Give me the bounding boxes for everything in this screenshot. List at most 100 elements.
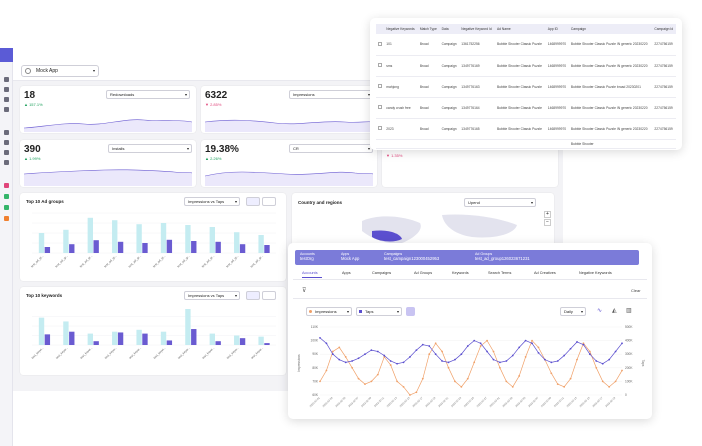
rules-icon[interactable] <box>4 130 9 135</box>
data-point <box>588 350 591 353</box>
metric-dropdown[interactable]: Installs <box>108 144 192 153</box>
table-row[interactable]: 101 Broad Campaign 1361752256 Bubble Shooter… <box>376 34 676 56</box>
alert-icon[interactable] <box>4 183 9 188</box>
list-icon[interactable] <box>4 97 9 102</box>
document-icon[interactable] <box>4 107 9 112</box>
zoom-in-icon[interactable]: + <box>544 211 551 218</box>
table-row[interactable]: candy crush free Broad Campaign 1349776164 B… <box>376 97 676 119</box>
table-toggle-icon[interactable] <box>262 197 276 206</box>
column-header[interactable]: Negative Keywords <box>384 24 418 34</box>
area-chart-icon[interactable]: ◭ <box>612 308 617 314</box>
column-header[interactable]: Campaign <box>568 24 653 34</box>
breadcrumb-ad-groups[interactable]: Ad Groups test_ad_group126023671231 <box>475 252 530 261</box>
column-header[interactable]: Negative Keyword Id <box>459 24 495 34</box>
table-toggle-icon[interactable] <box>262 291 276 300</box>
tab-negative-keywords[interactable]: Negative Keywords <box>579 271 612 275</box>
select-all-checkbox[interactable] <box>376 24 385 34</box>
data-point <box>396 362 399 365</box>
settings-icon[interactable] <box>4 150 9 155</box>
data-point <box>383 356 386 358</box>
table-cell <box>439 139 460 149</box>
column-header[interactable]: Data <box>439 24 460 34</box>
help-icon[interactable] <box>4 216 9 221</box>
tab-ad-groups[interactable]: Ad Groups <box>414 271 433 275</box>
table-row[interactable]: mahjong Broad Campaign 1349776163 Bubble Sho… <box>376 76 676 98</box>
data-point <box>396 380 399 383</box>
tab-campaigns[interactable]: Campaigns <box>372 271 392 275</box>
checkbox-icon[interactable] <box>378 84 382 88</box>
table-cell <box>417 139 440 149</box>
metric-dropdown[interactable]: Redownloads <box>106 90 190 99</box>
metric-dropdown[interactable]: CR <box>289 144 373 153</box>
data-point <box>550 361 553 364</box>
checkbox-icon[interactable] <box>378 41 382 46</box>
breadcrumb-apps[interactable]: Apps Mock App <box>341 252 360 261</box>
metric-card-impressions: 6322 ▼ 2.85% Impressions <box>201 86 377 133</box>
granularity-select[interactable]: Daily <box>560 307 586 316</box>
data-point <box>518 375 521 377</box>
logo-icon[interactable] <box>0 48 13 62</box>
bar-chart-icon[interactable]: ▥ <box>626 308 632 314</box>
app-selector[interactable]: Mock App ▾ <box>21 65 99 77</box>
metric2-select[interactable]: Taps <box>356 307 402 316</box>
breadcrumb-campaigns[interactable]: Campaigns test_campaign123000452953 <box>384 252 440 261</box>
metric-pair-dropdown[interactable]: Impressions vs Taps <box>184 291 240 300</box>
table-row[interactable]: Bubble Shooter <box>376 139 676 149</box>
filter-icon[interactable]: ⊽ <box>302 288 307 294</box>
table-row[interactable]: sms Broad Campaign 1349776169 Bubble Shooter… <box>376 55 676 77</box>
metric-pair-dropdown[interactable]: Impressions vs Taps <box>184 197 240 206</box>
data-point <box>319 380 321 383</box>
user-icon[interactable] <box>4 87 9 92</box>
row-checkbox[interactable] <box>376 55 385 77</box>
tab-apps[interactable]: Apps <box>342 271 351 275</box>
data-point <box>370 349 373 352</box>
clear-button[interactable]: Clear <box>631 288 641 293</box>
row-checkbox[interactable] <box>376 139 385 149</box>
row-checkbox[interactable] <box>376 76 385 98</box>
data-point <box>595 366 598 369</box>
row-checkbox[interactable] <box>376 118 385 140</box>
row-checkbox[interactable] <box>376 34 385 56</box>
metric-dropdown[interactable]: Impressions <box>289 90 373 99</box>
bar <box>160 223 167 253</box>
card-title: Country and regions <box>298 200 343 205</box>
dashboard-icon[interactable] <box>4 77 9 82</box>
data-point <box>421 377 424 380</box>
data-point <box>569 347 572 350</box>
table-cell: Bubble Shooter Classic Puzzle <box>494 97 546 119</box>
bar-chart-toggle-icon[interactable] <box>246 291 260 300</box>
table-row[interactable]: 2023 Broad Campaign 1349776165 Bubble Shoote… <box>376 118 676 140</box>
column-header[interactable]: App ID <box>545 24 569 34</box>
world-map <box>362 214 517 244</box>
chat-icon[interactable] <box>4 194 9 199</box>
add-metric-button[interactable] <box>406 307 415 316</box>
money-icon[interactable] <box>4 205 9 210</box>
tab-search-terms[interactable]: Search Terms <box>488 271 512 275</box>
data-point <box>499 361 501 364</box>
bar <box>234 232 240 253</box>
metric1-select[interactable]: Impressions <box>306 307 352 316</box>
column-header[interactable]: Ad Name <box>494 24 546 34</box>
table-cell: Broad <box>417 34 440 56</box>
tab-keywords[interactable]: Keywords <box>452 271 469 275</box>
data-point <box>486 350 488 353</box>
country-metric-dropdown[interactable]: Upend <box>464 198 536 207</box>
line-chart-icon[interactable]: ∿ <box>597 308 603 314</box>
breadcrumb-accounts[interactable]: Accounts testOrg <box>300 252 315 261</box>
report-icon[interactable] <box>4 160 9 165</box>
bar-chart-toggle-icon[interactable] <box>246 197 260 206</box>
tab-accounts[interactable]: Accounts <box>302 271 318 275</box>
data-point <box>376 373 379 376</box>
zoom-out-icon[interactable]: − <box>544 219 551 226</box>
checkbox-icon[interactable] <box>378 63 382 67</box>
checkbox-icon[interactable] <box>378 105 382 109</box>
table-cell: Campaign <box>439 97 460 119</box>
column-header[interactable]: Match Type <box>417 24 440 34</box>
column-header[interactable]: Campaign Id <box>652 24 676 34</box>
data-point <box>402 361 405 364</box>
row-checkbox[interactable] <box>376 97 385 119</box>
checkbox-icon[interactable] <box>378 126 382 130</box>
people-icon[interactable] <box>4 140 9 145</box>
x-tick-label: 2023-03-17 <box>591 395 604 408</box>
tab-ad-creatives[interactable]: Ad Creatives <box>534 271 556 275</box>
